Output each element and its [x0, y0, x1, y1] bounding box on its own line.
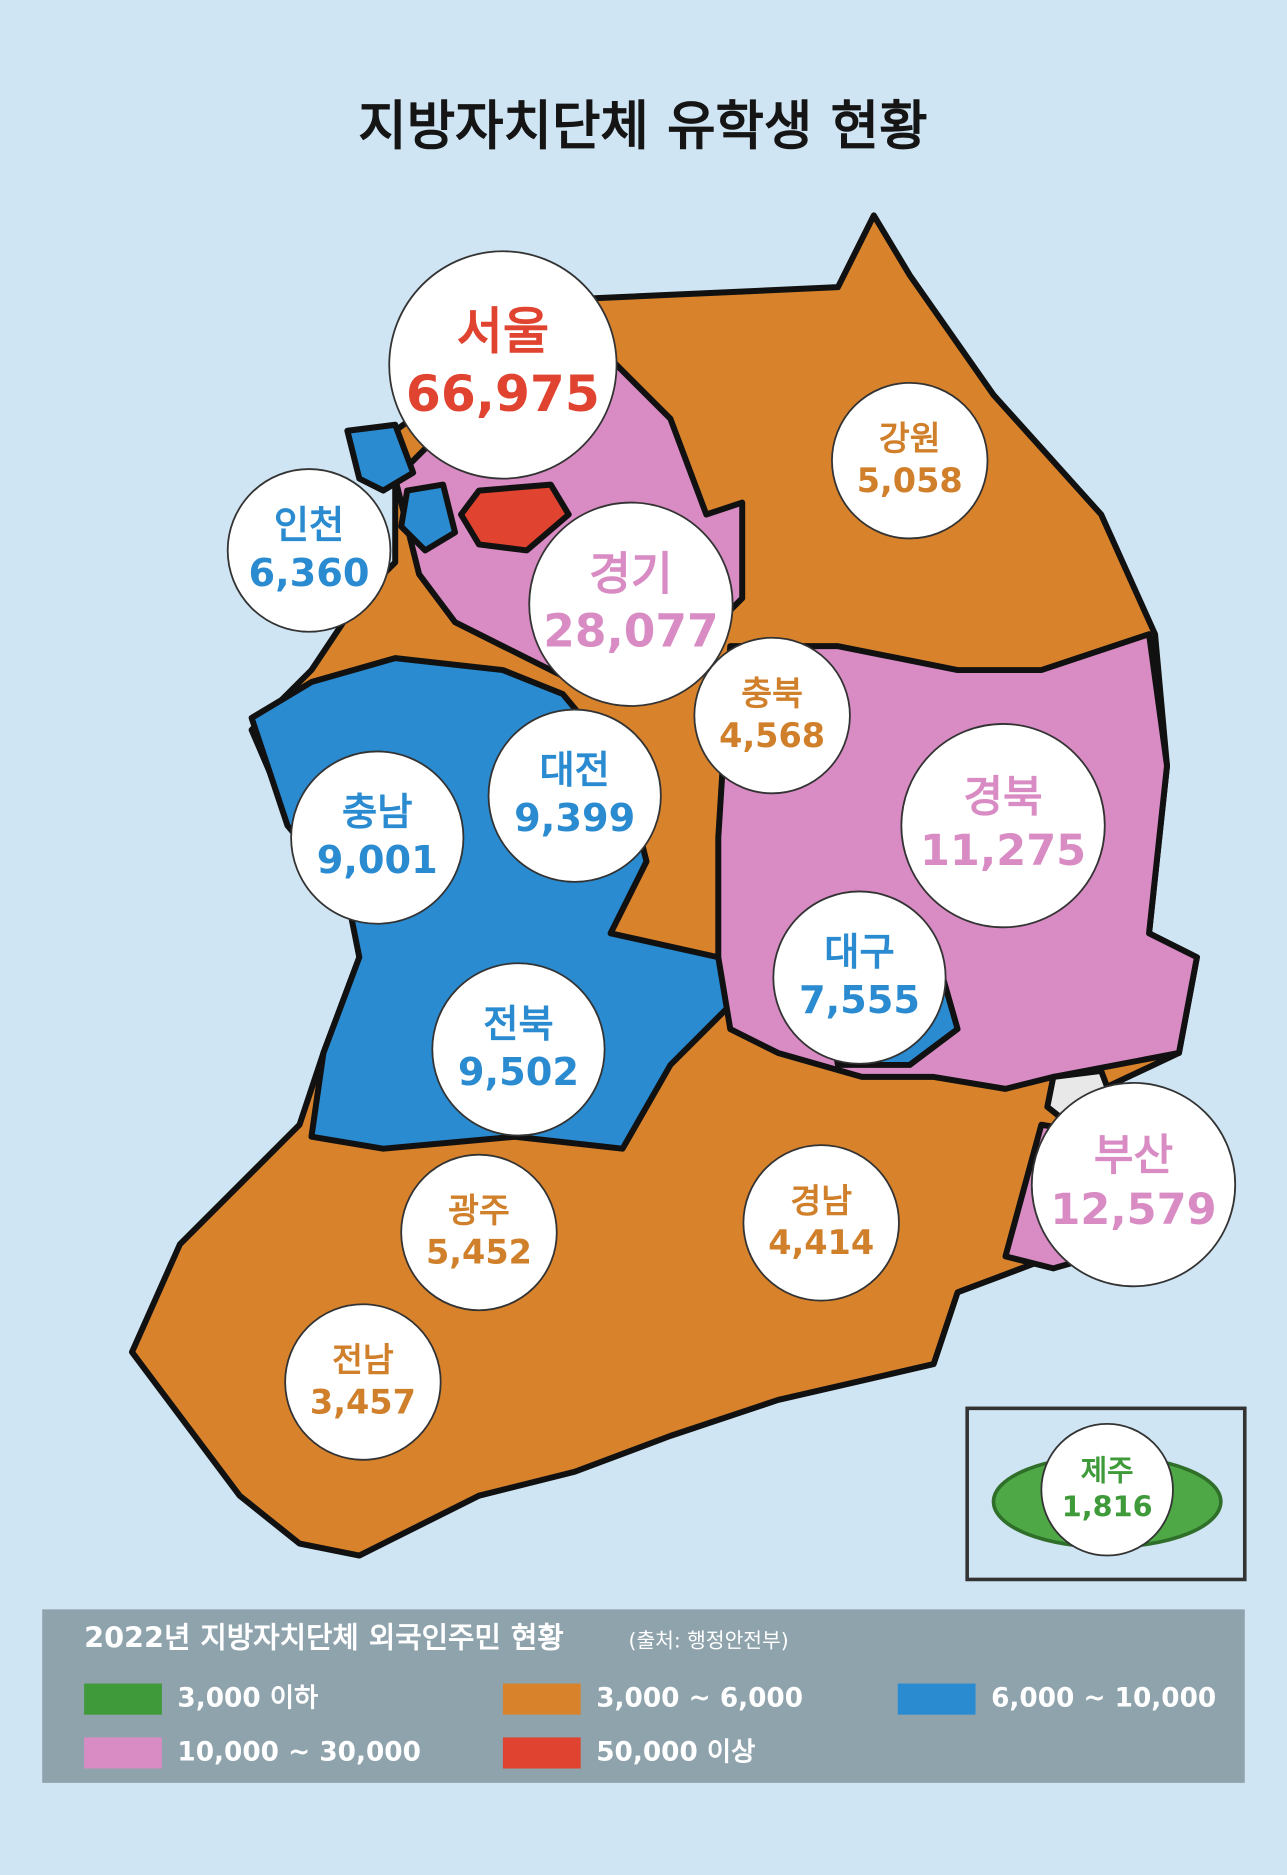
region-circle [1040, 1423, 1174, 1557]
region-name: 서울 [457, 301, 549, 360]
region-value: 4,568 [719, 716, 825, 755]
region-circle [772, 890, 947, 1065]
jeju-box [965, 1406, 1247, 1582]
region-circle [487, 708, 662, 883]
region-value: 1,816 [1062, 1489, 1153, 1523]
legend-source: (출처: 행정안전부) [629, 1629, 789, 1653]
incheon-islands [398, 481, 459, 554]
region-name: 강원 [879, 419, 941, 458]
region-value: 5,058 [857, 461, 963, 500]
region-circle [528, 501, 734, 707]
region-name: 전남 [332, 1340, 394, 1379]
region-circle [226, 468, 392, 633]
legend-label: 3,000 ~ 6,000 [596, 1684, 803, 1714]
title: 지방자치단체 유학생 현황 [358, 96, 927, 157]
region-name: 경북 [963, 772, 1042, 822]
legend-label: 6,000 ~ 10,000 [991, 1684, 1216, 1714]
region-value: 5,452 [426, 1233, 532, 1272]
region-name: 충북 [741, 674, 803, 713]
region-value: 7,555 [799, 978, 920, 1023]
region-circle [900, 723, 1106, 929]
legend-label: 3,000 이하 [177, 1684, 318, 1714]
region-name: 충남 [342, 790, 412, 835]
region-circle [431, 962, 606, 1137]
legend-label: 50,000 이상 [596, 1737, 755, 1767]
legend-swatch [502, 1683, 581, 1715]
region-value: 9,399 [514, 796, 635, 841]
legend-label: 10,000 ~ 30,000 [177, 1737, 420, 1767]
seoul [458, 481, 572, 554]
legend-swatch [84, 1683, 162, 1715]
region-value: 9,001 [317, 838, 438, 883]
region-circle [388, 250, 618, 480]
region-circle [742, 1144, 900, 1302]
region-name: 대구 [824, 930, 894, 975]
region-value: 9,502 [458, 1050, 579, 1095]
region-name: 제주 [1081, 1453, 1134, 1487]
legend-swatch [897, 1683, 976, 1715]
region-name: 인천 [274, 503, 344, 548]
legend-box [42, 1609, 1245, 1783]
region-name: 전북 [483, 1002, 553, 1047]
region-value: 12,579 [1050, 1185, 1216, 1235]
region-value: 11,275 [920, 826, 1086, 876]
region-value: 6,360 [249, 551, 370, 596]
region-name: 부산 [1094, 1131, 1173, 1181]
region-value: 66,975 [406, 364, 600, 423]
legend-swatch [502, 1737, 581, 1769]
region-name: 경기 [589, 547, 673, 600]
region-name: 경남 [790, 1181, 852, 1220]
region-value: 3,457 [310, 1382, 416, 1421]
region-name: 대전 [539, 748, 609, 793]
region-circle [290, 750, 465, 925]
region-value: 28,077 [543, 604, 718, 657]
region-value: 4,414 [768, 1223, 874, 1262]
region-circle [400, 1153, 558, 1312]
region-circle [1030, 1081, 1237, 1288]
incheon [344, 421, 417, 494]
region-circle [284, 1303, 442, 1461]
region-circle [831, 381, 989, 540]
region-name: 광주 [448, 1191, 510, 1230]
legend-title: 2022년 지방자치단체 외국인주민 현황 [84, 1620, 564, 1654]
legend-swatch [84, 1737, 162, 1769]
region-circle [693, 636, 851, 795]
legend-items: 3,000 이하 3,000 ~ 6,000 6,000 ~ 10,000 10,00… [84, 1683, 1216, 1769]
